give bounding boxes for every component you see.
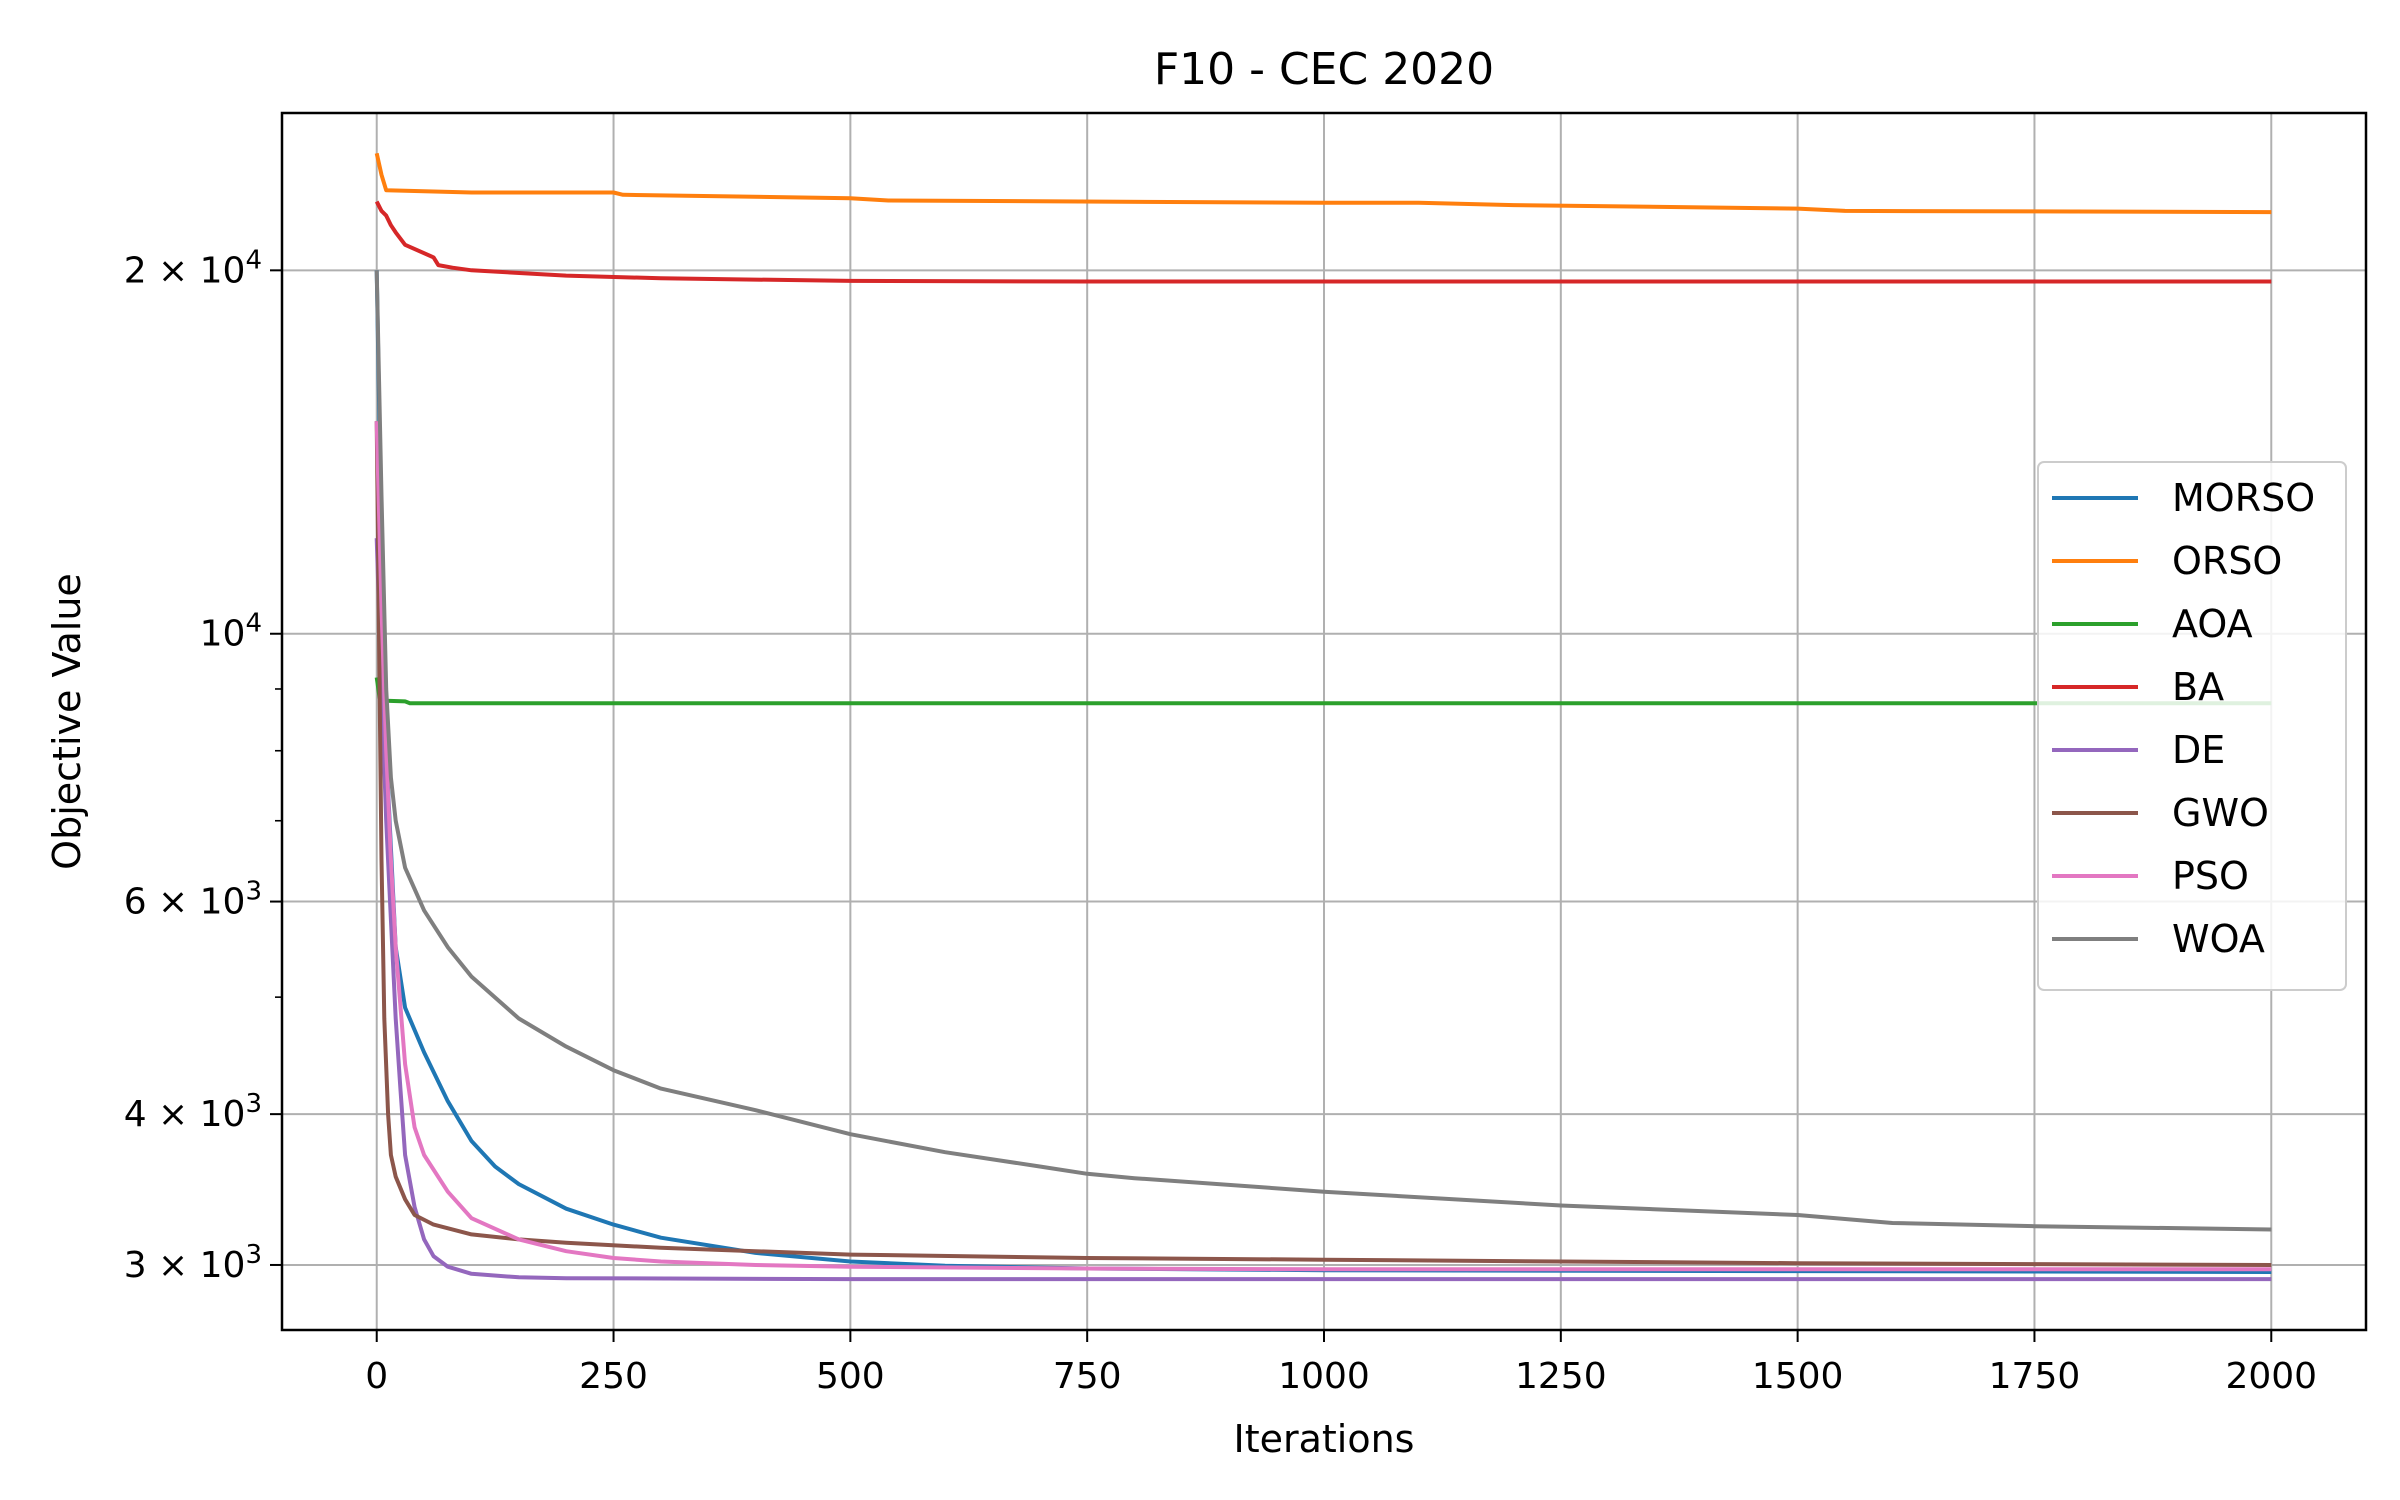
axis-ticks: 0 250 500 750 1000 1250 1500 1750 2000 3 × 103 4 ×… [124,245,2317,1397]
x-tick-label: 250 [579,1356,648,1397]
legend-label: BA [2172,665,2224,709]
series-line-gwo [374,421,2272,1267]
x-tick-label: 500 [816,1356,885,1397]
legend-box [2037,461,2347,991]
x-tick-label: 1500 [1752,1356,1844,1397]
x-tick-label: 1250 [1515,1356,1607,1397]
series-line-pso [374,421,2272,1272]
legend-label: GWO [2172,791,2269,835]
x-tick-label: 1750 [1989,1356,2081,1397]
series-line-woa [374,270,2272,1232]
legend-label: WOA [2172,917,2265,961]
legend-label: AOA [2172,602,2253,646]
series-line-de [374,538,2272,1282]
chart-title: F10 - CEC 2020 [1154,44,1494,95]
x-tick-label: 750 [1053,1356,1122,1397]
series-lines [374,152,2272,1282]
y-tick-label: 104 [200,609,262,655]
series-line-orso [374,152,2272,215]
y-tick-label: 2 × 104 [124,245,262,291]
y-tick-label: 3 × 103 [124,1240,262,1286]
legend: MORSO ORSO AOA BA DE GWO PSO WOA [2037,461,2347,991]
x-tick-label: 2000 [2225,1356,2317,1397]
legend-label: PSO [2172,854,2249,898]
legend-label: ORSO [2172,539,2282,583]
y-tick-label: 6 × 103 [124,877,262,923]
x-axis-label: Iterations [1234,1417,1415,1461]
x-tick-label: 1000 [1278,1356,1370,1397]
legend-label: DE [2172,728,2225,772]
y-axis-label: Objective Value [45,573,89,870]
x-tick-label: 0 [365,1356,388,1397]
legend-label: MORSO [2172,476,2315,520]
y-tick-label: 4 × 103 [124,1089,262,1135]
series-line-ba [374,200,2272,284]
